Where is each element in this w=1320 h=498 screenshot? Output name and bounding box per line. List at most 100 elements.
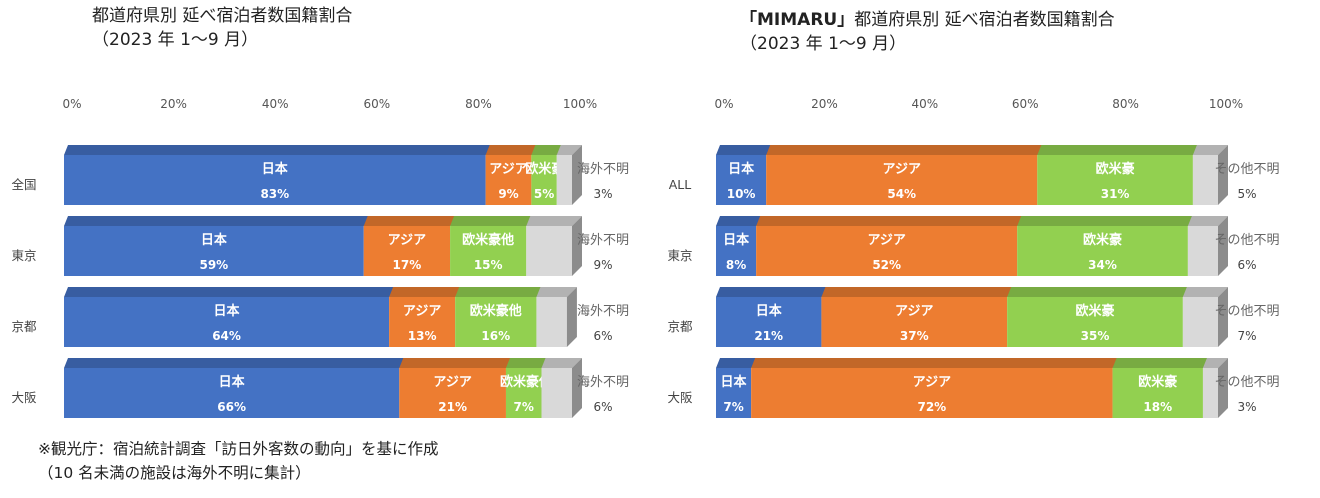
series-label: 欧米豪他 [470, 303, 522, 319]
bar-row-3: 大阪 日本 7% アジア 72% 欧米豪 18% その他不明 3% [667, 358, 1280, 418]
series-label: 日本 [728, 161, 754, 177]
bar-segment-top [450, 216, 537, 226]
data-label: 16% [481, 329, 510, 343]
series-label: 欧米豪他 [462, 232, 514, 248]
data-label: 52% [872, 258, 901, 272]
series-label: アジア [913, 375, 951, 390]
category-label: 京都 [667, 319, 693, 334]
bar-segment-top [363, 216, 461, 226]
bar-segment-top [716, 287, 832, 297]
bar-segment-top [1037, 145, 1203, 155]
bar-segment [1192, 155, 1218, 205]
series-label: 日本 [262, 161, 288, 177]
series-label: 日本 [219, 374, 245, 390]
series-label: 欧米豪他 [500, 374, 552, 390]
x-tick-label: 20% [811, 97, 838, 111]
bar-segment-top [1202, 358, 1228, 368]
bar-segment-top [1182, 287, 1228, 297]
data-label: 18% [1143, 400, 1172, 414]
chart-prefecture-nationality: 都道府県別 延べ宿泊者数国籍割合 （2023 年 1～9 月） 0% 20% 40%… [11, 6, 629, 482]
chart-title-text: 都道府県別 延べ宿泊者数国籍割合 [854, 10, 1115, 30]
bar-segment-top [821, 287, 1018, 297]
series-label: その他不明 [1214, 304, 1279, 319]
x-tick-label: 100% [563, 97, 597, 111]
series-label: 日本 [201, 232, 227, 248]
x-tick-label: 0% [714, 97, 733, 111]
bar-segment [1202, 368, 1218, 418]
data-label: 6% [593, 400, 612, 414]
bar-segment [531, 155, 557, 205]
series-label: 海外不明 [577, 162, 629, 177]
series-label: 海外不明 [577, 233, 629, 248]
bar-side [1218, 216, 1228, 276]
data-label: 35% [1081, 329, 1110, 343]
data-label: 9% [593, 258, 612, 272]
category-label: 東京 [11, 248, 36, 263]
series-label: アジア [489, 162, 527, 177]
series-label: 欧米豪 [1138, 374, 1177, 390]
series-label: 海外不明 [577, 375, 629, 390]
bar-segment [716, 297, 822, 347]
bar-segment-top [1187, 216, 1228, 226]
bar-segment [766, 155, 1038, 205]
data-label: 9% [498, 187, 518, 201]
bar-segment-top [389, 287, 466, 297]
data-label: 83% [260, 187, 289, 201]
bar-segment-top [756, 216, 1028, 226]
bar-segment [64, 297, 390, 347]
category-label: ALL [669, 177, 692, 192]
series-label: 海外不明 [577, 304, 629, 319]
bar-side [566, 287, 577, 347]
category-label: 大阪 [667, 390, 693, 405]
x-tick-label: 100% [1209, 97, 1243, 111]
bar-segment [1112, 368, 1203, 418]
data-label: 66% [217, 400, 246, 414]
bar-segment-top [766, 145, 1048, 155]
bar-segment-top [1192, 145, 1228, 155]
bar-segment-top [455, 287, 547, 297]
x-tick-label: 80% [465, 97, 492, 111]
series-label: 日本 [214, 303, 240, 319]
data-label: 3% [593, 187, 612, 201]
series-label: アジア [867, 233, 905, 248]
data-label: 6% [1237, 258, 1256, 272]
bar-row-3: 大阪 日本 66% アジア 21% 欧米豪他 7% 海外不明 6% [11, 358, 629, 418]
bar-row-1: 東京 日本 59% アジア 17% 欧米豪他 15% 海外不明 9% [11, 216, 629, 276]
source-note-sub: （10 名未満の施設は海外不明に集計） [38, 464, 311, 482]
data-label: 8% [726, 258, 746, 272]
chart-subtitle: （2023 年 1～9 月） [740, 34, 907, 54]
data-label: 13% [408, 329, 437, 343]
bar-segment-top [556, 145, 582, 155]
source-note: ※観光庁：宿泊統計調査「訪日外客数の動向」を基に作成 [38, 440, 439, 458]
bar-row-2: 京都 日本 21% アジア 37% 欧米豪 35% その他不明 7% [667, 287, 1280, 347]
bar-segment-top [716, 145, 777, 155]
bar-row-0: ALL 日本 10% アジア 54% 欧米豪 31% その他不明 5% [669, 145, 1280, 205]
data-label: 21% [438, 400, 467, 414]
series-label: 欧米豪 [1096, 161, 1135, 177]
x-tick-label: 80% [1112, 97, 1139, 111]
chart-title-brand: 「MIMARU」 [740, 10, 855, 30]
bar-segment [450, 226, 527, 276]
data-label: 64% [212, 329, 241, 343]
bar-segment [1007, 297, 1183, 347]
bar-segment [536, 297, 567, 347]
bar-segment [526, 226, 572, 276]
bar-segment [751, 368, 1113, 418]
series-label: その他不明 [1214, 162, 1279, 177]
bar-segment [363, 226, 451, 276]
data-label: 21% [754, 329, 783, 343]
data-label: 37% [900, 329, 929, 343]
bar-segment-top [64, 216, 374, 226]
bar-segment [64, 226, 364, 276]
data-label: 31% [1101, 187, 1130, 201]
bar-segment [716, 226, 757, 276]
series-label: アジア [403, 304, 441, 319]
series-label: アジア [388, 233, 426, 248]
series-label: 欧米豪 [1076, 303, 1115, 319]
bar-row-2: 京都 日本 64% アジア 13% 欧米豪他 16% 海外不明 6% [11, 287, 629, 347]
chart-mimaru-nationality: 「MIMARU」都道府県別 延べ宿泊者数国籍割合 （2023 年 1～9 月） … [660, 0, 1320, 498]
x-tick-label: 40% [911, 97, 938, 111]
category-label: 京都 [11, 319, 37, 334]
chart-title: 「MIMARU」都道府県別 延べ宿泊者数国籍割合 （2023 年 1～9 月） [740, 8, 1115, 56]
series-label: その他不明 [1214, 233, 1279, 248]
